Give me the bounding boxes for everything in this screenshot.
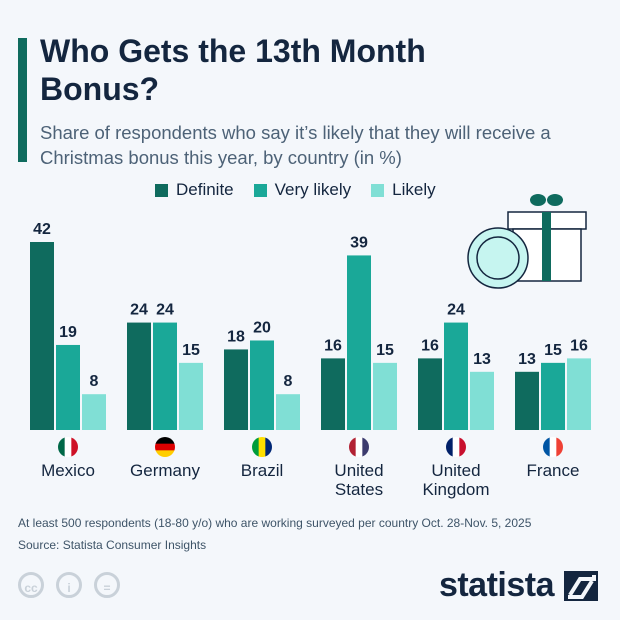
by-icon: i	[56, 572, 82, 598]
legend-item-very-likely: Very likely	[253, 180, 352, 200]
category-label: United	[334, 461, 383, 480]
legend-swatch	[253, 183, 267, 197]
statista-logo-icon	[564, 570, 598, 601]
data-label: 16	[570, 337, 588, 354]
chart-title: Who Gets the 13th Month Bonus?	[40, 33, 426, 107]
bar-france-very-likely	[541, 362, 565, 430]
france-flag-icon	[543, 437, 563, 457]
gift-coin-icon	[467, 194, 587, 289]
chart-subtitle: Share of respondents who say it’s likely…	[40, 122, 551, 168]
bar-mexico-likely	[82, 394, 106, 430]
bar-united-states-likely	[373, 362, 397, 430]
brand-name: statista	[438, 566, 555, 604]
uk-flag-icon	[446, 437, 466, 457]
data-label: 16	[421, 337, 439, 354]
data-label: 18	[227, 328, 245, 345]
bar-brazil-very-likely	[250, 340, 274, 430]
category-label: States	[335, 480, 383, 499]
category-label: United	[431, 461, 480, 480]
bar-brazil-definite	[224, 349, 248, 430]
data-label: 42	[33, 221, 51, 238]
footnote: At least 500 respondents (18-80 y/o) who…	[18, 516, 532, 530]
data-label: 13	[473, 351, 491, 368]
cc-icon: cc	[18, 572, 44, 598]
usa-flag-icon	[349, 437, 369, 457]
category-label: Kingdom	[422, 480, 489, 499]
category-label: Brazil	[241, 461, 284, 480]
bar-france-likely	[567, 358, 591, 430]
accent-bar	[18, 38, 27, 162]
legend-item-likely: Likely	[371, 180, 436, 200]
data-label: 20	[253, 319, 271, 336]
data-label: 24	[156, 302, 174, 319]
legend-label: Likely	[392, 180, 436, 199]
bar-mexico-very-likely	[56, 344, 80, 430]
mexico-flag-icon	[58, 437, 78, 457]
legend-label: Definite	[176, 180, 234, 199]
bar-united-states-very-likely	[347, 255, 371, 430]
bar-mexico-definite	[30, 242, 54, 430]
bar-united-kingdom-definite	[418, 358, 442, 430]
bar-france-definite	[515, 371, 539, 430]
nd-icon: =	[94, 572, 120, 598]
germany-flag-icon	[155, 437, 175, 457]
category-label: Mexico	[41, 461, 95, 480]
legend-label: Very likely	[274, 180, 352, 199]
statista-logo: statista	[439, 566, 598, 605]
brazil-flag-icon	[252, 437, 272, 457]
bar-germany-likely	[179, 362, 203, 430]
data-label: 39	[350, 234, 368, 251]
source: Source: Statista Consumer Insights	[18, 538, 207, 552]
bar-united-states-definite	[321, 358, 345, 430]
data-label: 19	[59, 324, 77, 341]
data-label: 24	[130, 302, 148, 319]
data-label: 16	[324, 337, 342, 354]
bar-germany-very-likely	[153, 322, 177, 430]
legend-item-definite: Definite	[155, 180, 234, 200]
data-label: 15	[376, 342, 394, 359]
data-label: 15	[544, 342, 562, 359]
bar-united-kingdom-very-likely	[444, 322, 468, 430]
bar-germany-definite	[127, 322, 151, 430]
data-label: 13	[518, 351, 536, 368]
category-label: France	[527, 461, 580, 480]
data-label: 15	[182, 342, 200, 359]
data-label: 24	[447, 302, 465, 319]
data-label: 8	[90, 373, 99, 390]
bar-brazil-likely	[276, 394, 300, 430]
legend: Definite Very likely Likely	[155, 180, 436, 200]
bar-united-kingdom-likely	[470, 371, 494, 430]
legend-swatch	[371, 183, 385, 197]
category-label: Germany	[130, 461, 200, 480]
data-label: 8	[284, 373, 293, 390]
legend-swatch	[155, 183, 168, 197]
